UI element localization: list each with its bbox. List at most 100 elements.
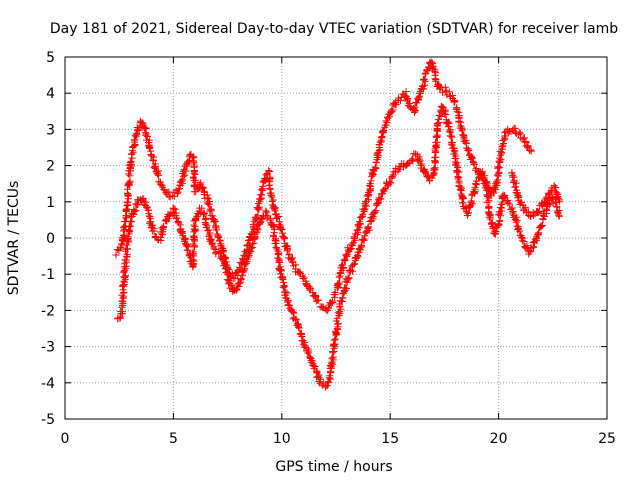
data-point xyxy=(119,289,127,297)
data-point xyxy=(431,154,439,162)
data-point xyxy=(421,70,429,78)
data-point xyxy=(279,283,287,291)
data-point xyxy=(524,143,532,151)
data-point xyxy=(243,255,251,263)
data-point xyxy=(124,180,132,188)
data-point xyxy=(274,251,282,259)
y-tick-label: 5 xyxy=(46,50,55,66)
data-point xyxy=(190,250,198,258)
y-axis-label: SDTVAR / TECUs xyxy=(6,181,22,296)
data-point xyxy=(262,207,270,215)
data-point xyxy=(284,301,292,309)
data-point xyxy=(339,261,347,269)
data-point xyxy=(178,177,186,185)
data-point xyxy=(467,197,475,205)
data-point xyxy=(200,209,208,217)
data-point xyxy=(113,246,121,254)
data-point xyxy=(246,248,254,256)
data-point xyxy=(344,275,352,283)
data-point xyxy=(415,93,423,101)
data-point xyxy=(470,160,478,168)
data-point xyxy=(388,173,396,181)
data-point xyxy=(409,155,417,163)
data-point xyxy=(359,236,367,244)
data-point xyxy=(433,119,441,127)
data-point xyxy=(535,208,543,216)
data-point xyxy=(183,242,191,250)
data-point xyxy=(555,212,563,220)
data-point xyxy=(292,315,300,323)
data-point xyxy=(508,204,516,212)
data-point xyxy=(496,217,504,225)
data-point xyxy=(253,224,261,232)
x-tick-label: 20 xyxy=(490,431,508,447)
data-point xyxy=(280,233,288,241)
data-point xyxy=(450,97,458,105)
data-point xyxy=(512,218,520,226)
data-point xyxy=(143,203,151,211)
data-point xyxy=(504,199,512,207)
data-point xyxy=(435,119,443,127)
data-point xyxy=(491,229,499,237)
data-point xyxy=(517,234,525,242)
data-point xyxy=(283,247,291,255)
data-point xyxy=(424,173,432,181)
y-tick-label: 4 xyxy=(46,86,55,102)
data-point xyxy=(332,328,340,336)
data-point xyxy=(521,203,529,211)
data-point xyxy=(170,205,178,213)
data-point xyxy=(133,131,141,139)
data-point xyxy=(334,309,342,317)
data-point xyxy=(144,206,152,214)
data-point xyxy=(121,273,129,281)
data-point xyxy=(509,171,517,179)
data-point xyxy=(459,199,467,207)
data-point xyxy=(442,111,450,119)
data-point xyxy=(447,126,455,134)
data-point xyxy=(481,172,489,180)
data-point xyxy=(380,126,388,134)
data-point xyxy=(199,184,207,192)
data-point xyxy=(188,154,196,162)
data-point xyxy=(498,200,506,208)
data-point xyxy=(326,372,334,380)
data-point xyxy=(285,301,293,309)
y-tick-label: -3 xyxy=(41,340,55,356)
data-point xyxy=(355,224,363,232)
data-point xyxy=(397,97,405,105)
data-point xyxy=(384,182,392,190)
data-point xyxy=(235,282,243,290)
data-point xyxy=(138,119,146,127)
data-point xyxy=(437,84,445,92)
data-point xyxy=(507,127,515,135)
data-points xyxy=(112,58,563,391)
data-point xyxy=(431,69,439,77)
data-point xyxy=(285,250,293,258)
data-point xyxy=(120,232,128,240)
data-point xyxy=(311,363,319,371)
data-point xyxy=(150,227,158,235)
data-point xyxy=(331,335,339,343)
data-point xyxy=(146,143,154,151)
data-point xyxy=(119,237,127,245)
data-point xyxy=(119,281,127,289)
data-point xyxy=(155,171,163,179)
data-point xyxy=(342,285,350,293)
data-point xyxy=(499,143,507,151)
data-point xyxy=(542,195,550,203)
data-point xyxy=(130,136,138,144)
data-point xyxy=(447,132,455,140)
data-point xyxy=(254,200,262,208)
data-point xyxy=(173,214,181,222)
data-point xyxy=(464,145,472,153)
data-point xyxy=(199,210,207,218)
x-tick-label: 15 xyxy=(381,431,399,447)
data-point xyxy=(263,208,271,216)
data-point xyxy=(421,167,429,175)
data-point xyxy=(295,324,303,332)
data-point xyxy=(422,169,430,177)
data-point xyxy=(269,196,277,204)
data-point xyxy=(514,192,522,200)
data-point xyxy=(367,177,375,185)
